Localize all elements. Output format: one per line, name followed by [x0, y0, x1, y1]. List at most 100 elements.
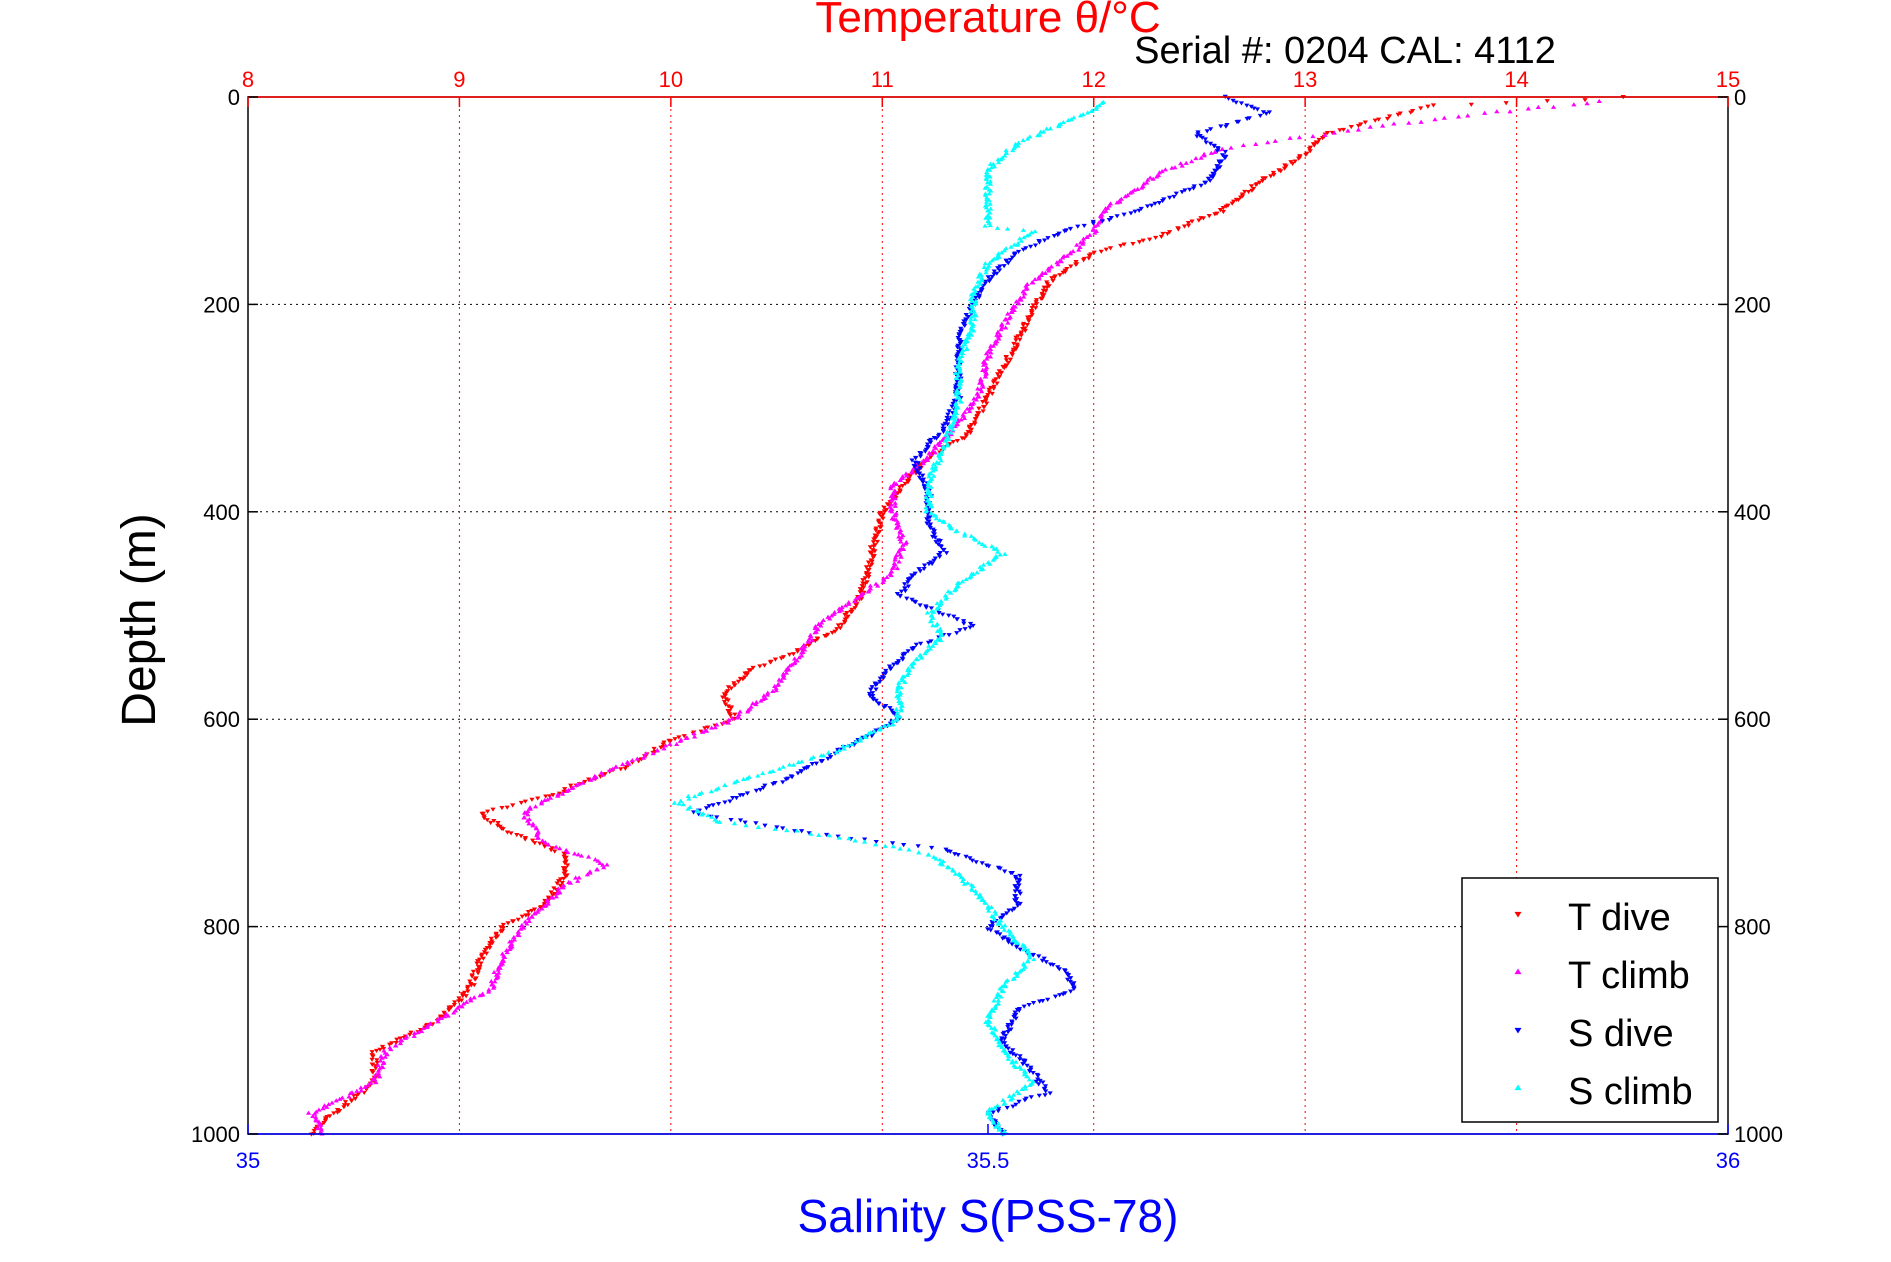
data-point	[967, 625, 973, 630]
data-point	[613, 764, 619, 769]
data-point	[1067, 251, 1073, 256]
data-point	[972, 316, 978, 322]
data-point	[1465, 113, 1471, 118]
data-point	[468, 998, 474, 1003]
data-point	[1147, 237, 1153, 242]
data-point	[1017, 1057, 1023, 1062]
x-bottom-tick-label: 35.5	[967, 1148, 1010, 1173]
data-point	[1145, 177, 1151, 182]
data-point	[529, 797, 535, 802]
data-point	[490, 807, 496, 812]
data-point	[537, 841, 543, 846]
data-point	[783, 667, 789, 672]
data-point	[552, 849, 558, 854]
data-point	[1014, 971, 1020, 976]
data-point	[900, 653, 906, 658]
data-point	[1010, 147, 1016, 153]
data-point	[974, 391, 980, 396]
data-point	[1050, 962, 1056, 968]
data-point	[1441, 115, 1447, 120]
data-point	[1015, 334, 1021, 339]
data-point	[758, 698, 764, 703]
data-point	[973, 295, 979, 301]
data-point	[1147, 175, 1153, 180]
data-point	[1080, 112, 1086, 117]
data-point	[1005, 360, 1012, 365]
data-point	[1584, 101, 1590, 106]
data-point	[386, 1042, 393, 1047]
data-point	[573, 875, 579, 880]
data-point	[1222, 149, 1228, 155]
data-point	[686, 796, 692, 801]
data-point	[1362, 120, 1368, 125]
data-point	[776, 766, 783, 771]
data-point	[1596, 98, 1602, 104]
data-point	[916, 850, 922, 855]
x-top-tick-label: 12	[1081, 67, 1105, 92]
data-point	[987, 924, 994, 929]
data-point	[365, 1082, 371, 1087]
data-point	[780, 764, 786, 769]
data-point	[975, 411, 981, 416]
data-point	[987, 346, 993, 351]
data-point	[954, 580, 961, 586]
data-point	[917, 454, 924, 459]
data-point	[643, 751, 649, 756]
data-point	[931, 609, 937, 614]
data-point	[944, 441, 950, 446]
data-point	[1005, 1022, 1011, 1028]
data-point	[770, 782, 776, 787]
data-point	[995, 549, 1001, 554]
data-point	[1038, 129, 1044, 134]
data-point	[1345, 128, 1351, 133]
data-point	[930, 468, 936, 473]
data-point	[398, 1038, 404, 1043]
data-point	[313, 1115, 319, 1120]
data-point	[920, 458, 927, 463]
data-point	[906, 476, 912, 481]
data-point	[1042, 1093, 1048, 1098]
data-point	[537, 905, 543, 910]
data-point	[971, 301, 977, 306]
data-point	[923, 509, 929, 514]
data-point	[1244, 116, 1250, 122]
data-point	[956, 362, 963, 367]
data-point	[970, 623, 976, 629]
data-point	[888, 572, 894, 578]
data-point	[786, 762, 793, 767]
data-point	[587, 870, 593, 875]
data-point	[962, 533, 968, 538]
data-point	[1122, 194, 1128, 199]
data-point	[987, 167, 993, 172]
data-point	[535, 796, 541, 801]
data-point	[1013, 1102, 1019, 1107]
data-point	[929, 465, 935, 470]
data-point	[565, 849, 571, 855]
data-point	[773, 685, 779, 690]
data-point	[955, 405, 961, 410]
y-tick-label-right: 400	[1734, 500, 1771, 525]
data-point	[452, 1000, 458, 1005]
data-point	[1017, 337, 1023, 342]
data-point	[337, 1096, 343, 1101]
data-point	[576, 875, 582, 880]
data-point	[1017, 1054, 1023, 1059]
data-point	[969, 887, 975, 892]
data-point	[521, 925, 527, 930]
data-point	[906, 847, 912, 852]
data-point	[881, 509, 887, 514]
data-point	[550, 893, 556, 898]
data-point	[818, 623, 824, 628]
data-point	[590, 776, 597, 781]
data-point	[1076, 247, 1082, 252]
data-point	[877, 525, 883, 530]
data-point	[950, 427, 956, 432]
data-point	[825, 756, 831, 761]
data-point	[1055, 262, 1061, 267]
data-point	[1015, 940, 1021, 945]
data-point	[703, 806, 710, 811]
data-point	[1010, 1052, 1016, 1057]
data-point	[932, 535, 938, 540]
data-point	[1093, 106, 1099, 111]
data-point	[1212, 149, 1218, 154]
